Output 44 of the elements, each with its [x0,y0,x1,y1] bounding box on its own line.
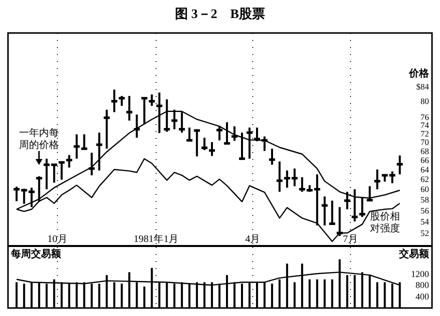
y-tick-label: 66 [420,155,429,166]
y-tick-label: 54 [420,216,430,226]
y-tick-label: 80 [420,96,429,106]
bar [248,128,251,159]
y-tick-label: 60 [420,184,429,194]
x-tick-label: 10月 [47,234,68,245]
y-axis-title: 交易额 [398,248,430,260]
bar [331,200,334,224]
y-tick-label: $84 [416,81,430,92]
bar [316,174,318,226]
bar [196,129,198,156]
y-tick-label: 70 [420,137,429,148]
bar [368,186,371,201]
y-tick-label: 56 [420,205,429,216]
x-tick-label: 7月 [342,234,358,245]
bar [188,128,190,140]
y-tick-label: 62 [420,174,429,184]
y-tick-label: 72 [420,128,429,138]
y-tick-label: 76 [420,112,429,122]
y-tick-label: 52 [420,228,429,238]
series-label: 股价相对强度 [370,210,400,234]
x-tick-label: 1981年1月 [134,233,179,245]
x-tick-label: 4月 [245,234,260,245]
y-tick-label: 1200 [411,268,430,279]
y-tick-label: 400 [416,292,430,302]
annotation: 一年内每周的价格 [19,127,59,151]
bar [46,158,48,190]
bar [338,207,341,236]
bar [324,196,326,226]
bar [226,122,228,144]
chart-title: 图 3－2 B股票 [175,6,265,21]
y-tick-label: 800 [416,280,430,290]
bar [136,114,138,138]
bar [241,132,244,160]
y-tick-label: 74 [420,120,430,130]
bar [83,134,86,149]
y-tick-label: 64 [420,164,430,174]
bar [53,164,56,183]
y-tick-label: 58 [420,194,429,205]
bar [98,132,100,170]
y-axis-title: 价格 [408,67,430,80]
chart-title: 每周交易额 [10,248,62,260]
bar [278,161,281,192]
y-tick-label: 68 [420,146,429,156]
